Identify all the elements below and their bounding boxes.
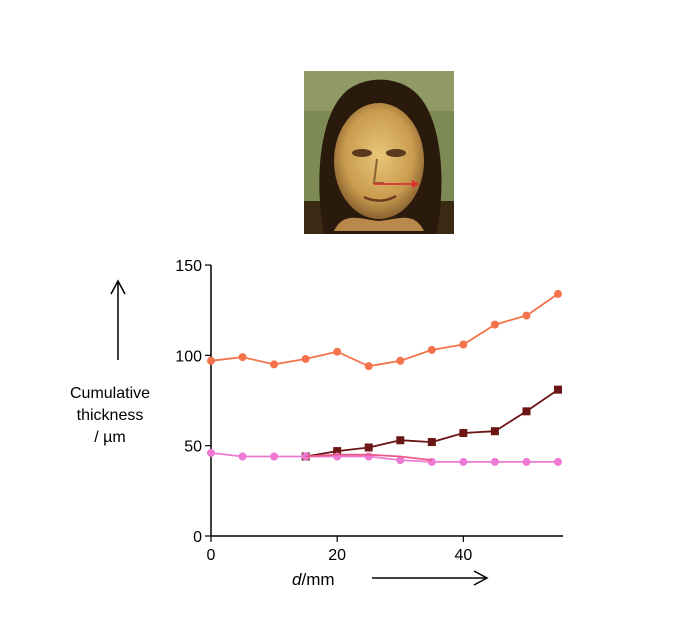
data-point — [427, 345, 436, 354]
data-point — [554, 457, 562, 466]
data-point — [522, 407, 531, 416]
data-point — [554, 385, 562, 394]
series-layer — [207, 289, 562, 466]
y-axis-title-line: Cumulative — [69, 385, 151, 402]
data-point — [207, 356, 215, 365]
data-point — [490, 320, 499, 329]
y-tick-label: 150 — [175, 258, 202, 275]
data-point — [522, 311, 531, 320]
series-line — [305, 453, 432, 461]
x-axis-title: d/mm — [292, 570, 335, 590]
y-axis-title-line: / µm — [94, 429, 126, 446]
data-point — [522, 457, 531, 466]
y-axis-title-line: thickness — [76, 407, 144, 424]
x-axis-unit: /mm — [301, 570, 335, 589]
data-point — [364, 443, 373, 452]
data-point — [396, 436, 405, 445]
data-point — [490, 457, 499, 466]
data-point — [270, 452, 279, 461]
data-point — [396, 456, 405, 465]
data-point — [238, 452, 247, 461]
data-point — [270, 360, 279, 369]
x-tick-label: 20 — [328, 547, 346, 564]
y-tick-label: 100 — [175, 348, 202, 365]
x-axis-variable: d — [292, 570, 302, 589]
portrait-image — [304, 71, 454, 234]
x-direction-arrow — [372, 570, 489, 586]
series-line — [210, 452, 558, 463]
data-point — [301, 354, 310, 363]
data-point — [207, 448, 215, 457]
y-direction-arrow — [110, 279, 126, 360]
y-axis-title: Cumulative thickness / µm — [40, 383, 180, 449]
data-point — [364, 452, 373, 461]
data-point — [238, 353, 247, 362]
data-point — [427, 438, 436, 447]
y-tick-label: 0 — [193, 529, 202, 546]
data-point — [364, 362, 373, 371]
data-point — [459, 429, 468, 438]
data-point — [459, 340, 468, 349]
data-point — [490, 427, 499, 436]
axes: 0 50 100 150 0 20 40 — [175, 258, 563, 564]
data-point — [554, 289, 562, 298]
data-point — [396, 356, 405, 365]
data-point — [333, 452, 342, 461]
series-line — [210, 293, 559, 368]
data-point — [333, 447, 342, 456]
x-tick-label: 0 — [207, 547, 216, 564]
data-point — [459, 457, 468, 466]
y-tick-label: 50 — [184, 439, 202, 456]
series-line — [305, 388, 559, 458]
x-tick-label: 40 — [454, 547, 472, 564]
data-point — [333, 347, 342, 356]
